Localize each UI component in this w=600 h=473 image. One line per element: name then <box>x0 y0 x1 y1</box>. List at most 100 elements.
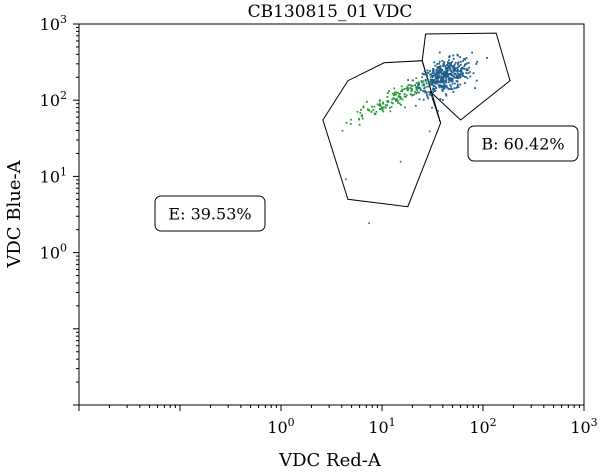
data-point <box>443 73 446 75</box>
data-point <box>382 101 384 104</box>
data-point <box>341 129 344 132</box>
data-point <box>468 71 471 73</box>
data-point <box>446 74 449 76</box>
data-point <box>399 95 402 98</box>
data-point <box>449 77 452 80</box>
data-point <box>456 76 458 78</box>
data-point <box>381 108 384 110</box>
data-point <box>452 57 455 60</box>
data-point <box>456 53 459 56</box>
data-point <box>418 98 421 101</box>
data-point <box>440 84 443 87</box>
data-point <box>447 88 450 90</box>
data-point <box>443 61 446 64</box>
data-point <box>395 91 398 94</box>
data-point <box>407 89 409 92</box>
gate-label: E: 39.53% <box>168 205 251 224</box>
data-point <box>438 62 441 65</box>
data-point <box>441 60 444 62</box>
data-point <box>358 118 361 120</box>
data-point <box>448 62 451 64</box>
data-point <box>451 74 453 76</box>
data-point <box>432 96 434 99</box>
data-point <box>444 66 447 68</box>
data-point <box>400 90 403 93</box>
data-point <box>461 72 464 75</box>
data-point <box>406 87 409 90</box>
data-point <box>422 90 424 92</box>
data-point <box>451 82 454 85</box>
data-point <box>378 104 381 107</box>
data-point <box>401 88 404 91</box>
data-point <box>362 106 365 109</box>
data-point <box>409 87 412 89</box>
data-point <box>444 70 447 73</box>
data-point <box>463 58 465 60</box>
data-point <box>451 88 454 91</box>
data-point <box>420 81 423 83</box>
data-point <box>391 92 394 95</box>
y-tick-label: 103 <box>40 13 67 34</box>
data-point <box>366 108 369 111</box>
data-point <box>447 65 450 68</box>
data-point <box>431 74 434 77</box>
data-point <box>428 81 431 83</box>
data-point <box>452 64 455 67</box>
data-point <box>415 92 418 95</box>
data-point <box>390 101 393 104</box>
data-point <box>451 78 453 80</box>
data-point <box>444 80 447 82</box>
data-point <box>451 75 454 77</box>
data-point <box>423 70 426 73</box>
data-point <box>415 86 418 89</box>
data-point <box>401 90 404 93</box>
data-point <box>454 72 457 75</box>
y-tick-label: 100 <box>40 242 67 263</box>
data-point <box>389 106 391 109</box>
data-point <box>419 89 422 91</box>
data-point <box>459 74 461 76</box>
data-point <box>424 78 427 81</box>
data-point <box>407 79 409 81</box>
data-point <box>379 108 382 110</box>
data-point <box>486 57 488 59</box>
data-point <box>440 80 442 83</box>
data-point <box>445 71 448 74</box>
data-point <box>426 72 429 74</box>
data-point <box>423 86 426 89</box>
data-point <box>448 78 451 80</box>
data-point <box>458 76 461 79</box>
data-point <box>446 69 448 71</box>
data-point <box>452 91 455 93</box>
data-point <box>379 103 382 106</box>
data-point <box>382 110 385 113</box>
data-point <box>447 76 450 78</box>
data-point <box>391 98 394 101</box>
data-point <box>414 84 416 87</box>
data-point <box>463 68 466 70</box>
data-point <box>431 78 434 81</box>
data-point <box>421 84 424 87</box>
data-point <box>407 84 410 86</box>
data-point <box>436 66 439 69</box>
data-point <box>452 75 455 77</box>
gate-polygon <box>421 32 511 124</box>
data-point <box>439 98 442 100</box>
data-point <box>437 75 439 78</box>
data-point <box>436 82 438 85</box>
data-point <box>451 60 454 63</box>
data-point <box>441 69 444 71</box>
data-point <box>459 76 462 79</box>
data-point <box>368 222 370 225</box>
data-point <box>376 103 379 106</box>
data-point <box>393 87 396 90</box>
data-point <box>430 93 433 96</box>
data-point <box>430 73 432 76</box>
data-point <box>371 105 373 108</box>
chart-title: CB130815_01 VDC <box>248 2 413 22</box>
points-layer <box>341 51 488 225</box>
data-point <box>437 79 439 82</box>
data-point <box>451 79 453 82</box>
data-point <box>434 73 437 76</box>
data-point <box>445 94 448 97</box>
